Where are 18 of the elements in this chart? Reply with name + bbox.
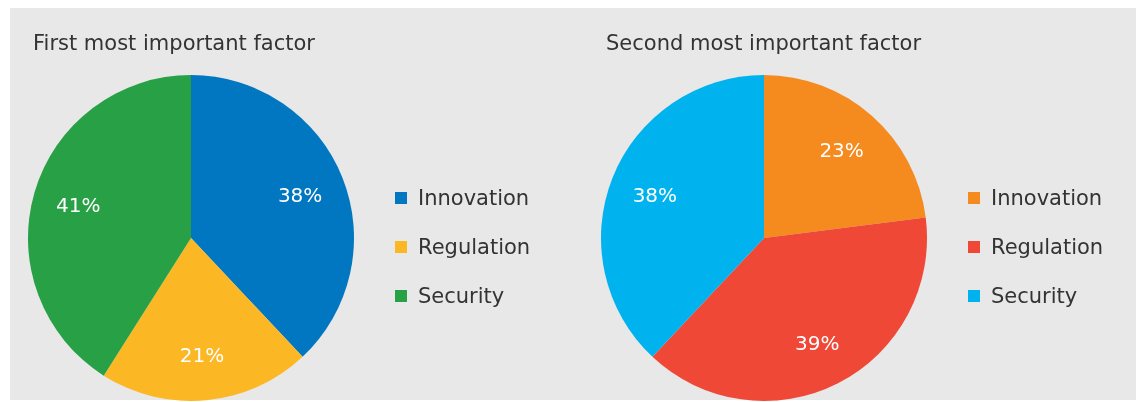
legend-label: Innovation [991, 186, 1103, 210]
data-label: 21% [179, 342, 225, 367]
legend-label: Security [418, 284, 505, 308]
pie-slice [652, 217, 927, 401]
data-label: 38% [277, 182, 323, 207]
chart-title: First most important factor [33, 31, 316, 55]
data-label: 38% [632, 182, 678, 207]
data-label: 23% [819, 137, 864, 162]
data-label: 41% [56, 193, 101, 218]
data-label: 39% [795, 330, 840, 355]
chart-title: Second most important factor [606, 31, 922, 55]
legend-label: Security [991, 284, 1078, 308]
legend-label: Regulation [418, 235, 531, 259]
legend-label: Regulation [991, 235, 1104, 259]
pie-slice [103, 238, 303, 401]
pie-slice [764, 75, 926, 238]
pie-slice [601, 75, 764, 357]
legend-label: Innovation [418, 186, 530, 210]
